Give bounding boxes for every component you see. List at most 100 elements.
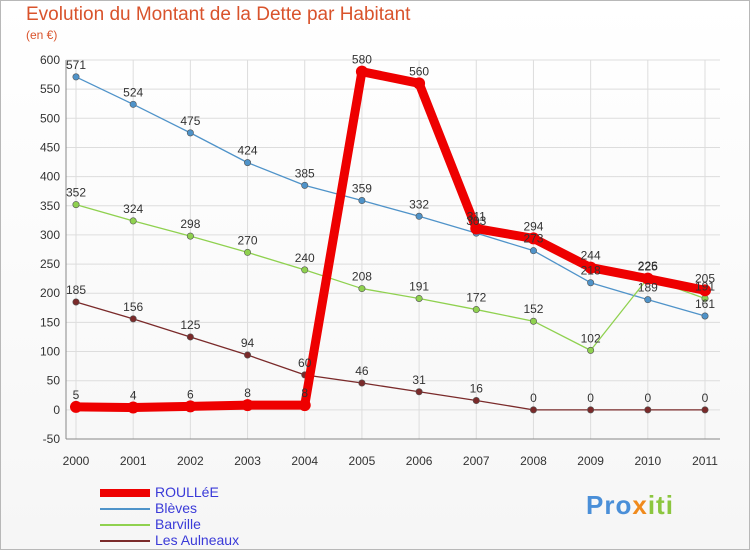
series-line bbox=[75, 301, 706, 411]
data-label: 270 bbox=[238, 233, 258, 247]
data-point bbox=[529, 406, 537, 414]
legend-label: Barville bbox=[155, 516, 201, 532]
y-tick-label: 450 bbox=[40, 140, 60, 154]
data-point bbox=[129, 217, 137, 225]
data-label: 225 bbox=[638, 260, 658, 274]
data-label: 4 bbox=[130, 389, 137, 403]
data-label: 294 bbox=[523, 219, 543, 233]
data-label: 424 bbox=[238, 144, 258, 158]
data-point bbox=[701, 406, 709, 414]
data-point bbox=[527, 232, 540, 245]
data-label: 102 bbox=[581, 331, 601, 345]
data-point bbox=[358, 285, 366, 293]
data-label: 205 bbox=[695, 271, 715, 285]
data-point bbox=[641, 272, 654, 285]
data-point bbox=[72, 201, 80, 209]
data-label: 580 bbox=[352, 53, 372, 67]
y-tick-label: 200 bbox=[40, 286, 60, 300]
x-tick-label: 2006 bbox=[406, 454, 433, 468]
data-label: 218 bbox=[581, 264, 601, 278]
data-point bbox=[584, 261, 597, 274]
proxiti-logo: Proxiti bbox=[586, 490, 674, 521]
data-point bbox=[72, 298, 80, 306]
data-point bbox=[472, 397, 480, 405]
data-label: 311 bbox=[467, 210, 486, 224]
data-label: 0 bbox=[702, 391, 709, 405]
data-point bbox=[184, 400, 197, 413]
data-point bbox=[413, 77, 426, 90]
data-point bbox=[127, 401, 140, 414]
logo-part: x bbox=[632, 490, 648, 520]
legend-swatch bbox=[100, 489, 150, 497]
data-point bbox=[70, 400, 82, 413]
legend-swatch bbox=[100, 524, 150, 526]
data-label: 208 bbox=[352, 270, 372, 284]
data-point bbox=[301, 266, 309, 274]
data-label: 385 bbox=[295, 166, 315, 180]
series-line bbox=[71, 67, 710, 413]
legend-label: Blèves bbox=[155, 500, 198, 516]
data-label: 298 bbox=[180, 217, 200, 231]
data-point bbox=[587, 406, 595, 414]
x-tick-label: 2005 bbox=[349, 454, 376, 468]
y-tick-label: 150 bbox=[40, 315, 60, 329]
y-tick-label: 0 bbox=[53, 403, 60, 417]
data-label: 16 bbox=[470, 382, 484, 396]
x-tick-label: 2008 bbox=[520, 454, 547, 468]
data-point bbox=[529, 247, 537, 255]
data-label: 191 bbox=[695, 279, 715, 293]
data-label: 226 bbox=[638, 259, 658, 273]
x-tick-label: 2000 bbox=[63, 454, 90, 468]
data-point bbox=[355, 65, 368, 78]
data-label: 240 bbox=[295, 251, 315, 265]
data-label: 524 bbox=[123, 85, 143, 99]
data-point bbox=[415, 212, 423, 220]
y-tick-label: 50 bbox=[47, 374, 61, 388]
data-label: 303 bbox=[466, 214, 486, 228]
data-point bbox=[529, 317, 537, 325]
data-label: 185 bbox=[66, 283, 86, 297]
x-tick-label: 2010 bbox=[634, 454, 661, 468]
x-tick-label: 2001 bbox=[120, 454, 147, 468]
data-label: 46 bbox=[355, 364, 369, 378]
data-point bbox=[644, 406, 652, 414]
data-label: 0 bbox=[587, 391, 594, 405]
data-label: 8 bbox=[301, 386, 308, 400]
logo-part: iti bbox=[647, 490, 674, 520]
series-line bbox=[75, 203, 706, 352]
y-tick-label: 350 bbox=[40, 199, 60, 213]
legend-label: Les Aulneaux bbox=[155, 532, 240, 548]
y-tick-label: 300 bbox=[40, 228, 60, 242]
data-point bbox=[587, 346, 595, 354]
y-tick-label: 600 bbox=[40, 53, 60, 67]
data-point bbox=[186, 129, 194, 137]
data-point bbox=[699, 284, 711, 297]
legend-swatch bbox=[100, 508, 150, 510]
series-line bbox=[75, 76, 706, 317]
data-point bbox=[129, 100, 137, 108]
data-label: 244 bbox=[581, 249, 601, 263]
legend-label: ROULLéE bbox=[155, 484, 219, 500]
data-label: 172 bbox=[466, 291, 486, 305]
y-tick-label: 400 bbox=[40, 170, 60, 184]
data-point bbox=[244, 248, 252, 256]
x-tick-label: 2007 bbox=[463, 454, 490, 468]
data-label: 332 bbox=[409, 197, 429, 211]
legend-swatch bbox=[100, 540, 150, 542]
x-tick-label: 2002 bbox=[177, 454, 204, 468]
data-point bbox=[644, 296, 652, 304]
data-label: 152 bbox=[523, 302, 543, 316]
data-label: 359 bbox=[352, 182, 372, 196]
data-label: 125 bbox=[180, 318, 200, 332]
data-point bbox=[587, 279, 595, 287]
chart-subtitle: (en €) bbox=[26, 28, 58, 42]
data-label: 324 bbox=[123, 202, 143, 216]
data-point bbox=[72, 73, 80, 81]
data-label: 273 bbox=[523, 232, 543, 246]
data-label: 161 bbox=[695, 297, 715, 311]
data-label: 189 bbox=[638, 281, 658, 295]
data-label: 5 bbox=[73, 388, 80, 402]
logo-part: Pro bbox=[586, 490, 633, 520]
data-point bbox=[241, 399, 254, 412]
